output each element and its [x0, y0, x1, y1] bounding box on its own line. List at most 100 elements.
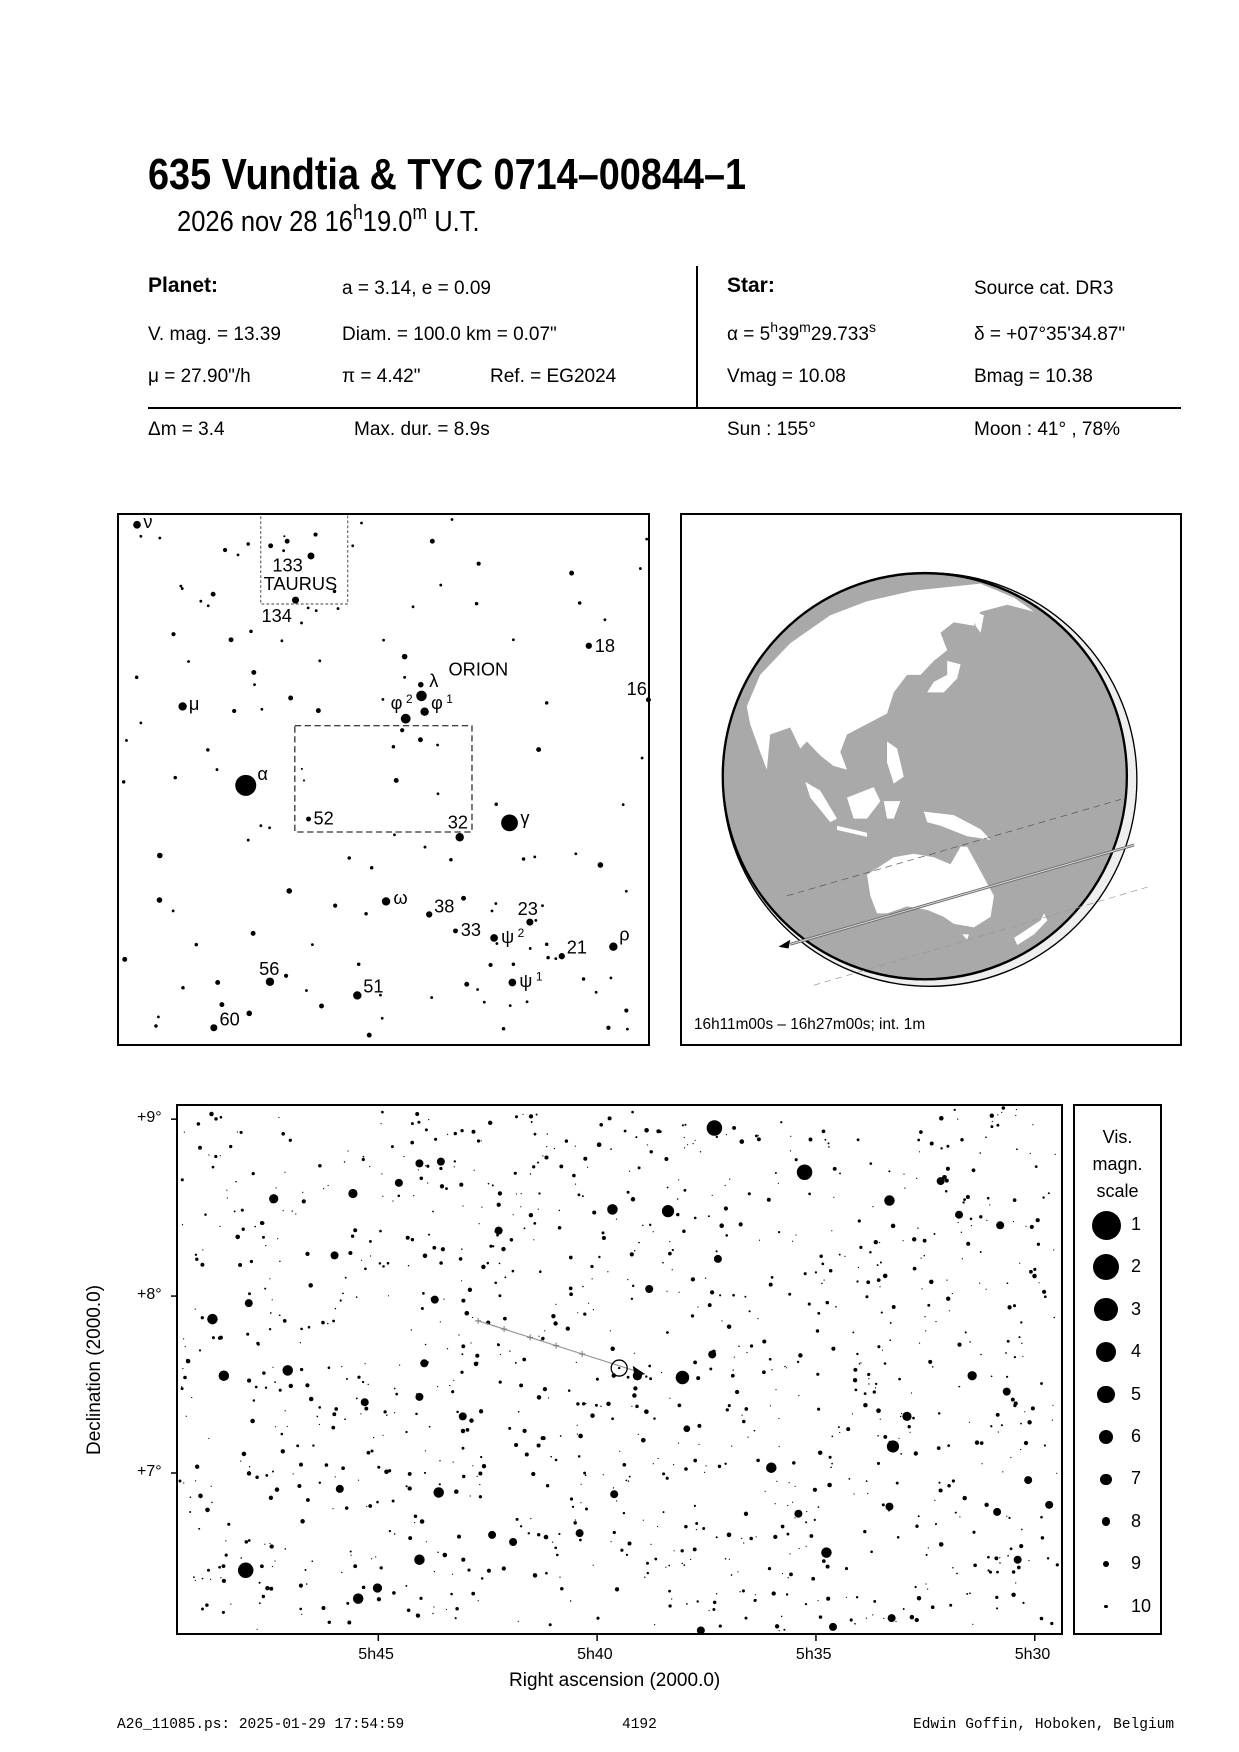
finder-star	[436, 792, 440, 796]
finder-star	[544, 942, 549, 947]
finder-star	[250, 930, 256, 936]
faint-star	[1029, 1269, 1033, 1274]
faint-star	[969, 1217, 973, 1221]
faint-star	[569, 1600, 572, 1602]
faint-star	[725, 1134, 728, 1136]
finder-star	[300, 621, 303, 625]
faint-star	[774, 1172, 777, 1174]
faint-star	[936, 1446, 941, 1450]
faint-star	[546, 1146, 548, 1148]
path-limit-south	[813, 886, 1148, 986]
faint-star	[838, 1253, 841, 1256]
faint-star	[406, 1608, 411, 1613]
faint-star	[415, 1112, 420, 1116]
faint-star	[867, 1372, 871, 1377]
faint-star	[872, 1390, 876, 1394]
faint-star	[962, 1495, 967, 1501]
faint-star	[611, 1417, 614, 1421]
faint-star	[938, 1481, 941, 1484]
faint-star	[585, 1507, 588, 1511]
faint-star	[620, 1548, 624, 1552]
finder-star	[430, 996, 434, 999]
faint-star	[350, 1554, 352, 1556]
faint-star	[417, 1169, 420, 1171]
faint-star	[1033, 1267, 1037, 1272]
faint-star	[297, 1484, 302, 1488]
faint-star	[856, 1280, 859, 1283]
finder-star	[490, 909, 494, 913]
faint-star	[631, 1405, 633, 1407]
faint-star	[551, 1541, 554, 1543]
faint-star	[341, 1366, 343, 1368]
page-title: 635 Vundtia & TYC 0714–00844–1	[148, 150, 747, 199]
finder-star	[366, 1032, 372, 1038]
finder-star	[173, 775, 177, 780]
faint-star	[480, 1455, 483, 1459]
faint-star	[580, 1502, 582, 1504]
faint-star	[300, 1327, 303, 1331]
faint-star	[917, 1515, 920, 1518]
chart-star	[420, 1359, 429, 1368]
faint-star	[427, 1233, 431, 1236]
finder-star	[236, 553, 240, 557]
faint-star	[999, 1557, 1001, 1559]
label-133: 133	[272, 554, 302, 575]
faint-star	[683, 1136, 685, 1139]
faint-star	[439, 1321, 441, 1323]
finder-star	[401, 653, 408, 660]
faint-star	[1052, 1404, 1054, 1406]
faint-star	[246, 1471, 252, 1476]
faint-star	[410, 1140, 415, 1145]
faint-star	[282, 1319, 287, 1323]
faint-star	[364, 1363, 366, 1365]
faint-star	[1047, 1192, 1050, 1195]
faint-star	[631, 1110, 634, 1114]
faint-star	[966, 1592, 969, 1595]
chart-star	[766, 1462, 777, 1473]
faint-star	[542, 1155, 544, 1157]
finder-star	[511, 962, 516, 966]
faint-star	[965, 1195, 970, 1199]
faint-star	[434, 1137, 438, 1141]
faint-star	[669, 1241, 671, 1243]
faint-star	[807, 1302, 811, 1306]
faint-star	[768, 1357, 772, 1361]
faint-star	[1054, 1153, 1056, 1155]
faint-star	[1028, 1560, 1030, 1562]
faint-star	[916, 1177, 918, 1179]
finder-star	[133, 520, 141, 529]
faint-star	[432, 1612, 434, 1615]
faint-star	[366, 1505, 368, 1508]
faint-star	[274, 1426, 277, 1428]
finder-star	[501, 1027, 506, 1031]
faint-star	[545, 1484, 550, 1488]
faint-star	[984, 1502, 989, 1507]
faint-star	[625, 1479, 628, 1482]
faint-star	[684, 1123, 687, 1126]
faint-star	[465, 1428, 470, 1432]
faint-star	[1002, 1471, 1004, 1473]
faint-star	[979, 1215, 983, 1219]
faint-star	[767, 1566, 772, 1571]
faint-star	[504, 1276, 507, 1279]
faint-star	[299, 1607, 303, 1611]
finder-star	[508, 1004, 512, 1008]
faint-star	[762, 1370, 766, 1375]
faint-star	[185, 1415, 187, 1417]
faint-star	[221, 1610, 225, 1614]
faint-star	[183, 1375, 187, 1380]
faint-star	[668, 1604, 672, 1608]
faint-star	[844, 1567, 849, 1571]
finder-star	[305, 989, 308, 992]
philippines	[887, 741, 904, 784]
faint-star	[676, 1212, 680, 1217]
faint-star	[576, 1424, 578, 1426]
faint-star	[417, 1120, 421, 1124]
faint-star	[590, 1413, 595, 1418]
faint-star	[607, 1271, 609, 1273]
faint-star	[1009, 1547, 1013, 1551]
faint-star	[247, 1378, 252, 1383]
faint-star	[432, 1210, 434, 1213]
faint-star	[386, 1414, 388, 1416]
faint-star	[944, 1190, 948, 1193]
